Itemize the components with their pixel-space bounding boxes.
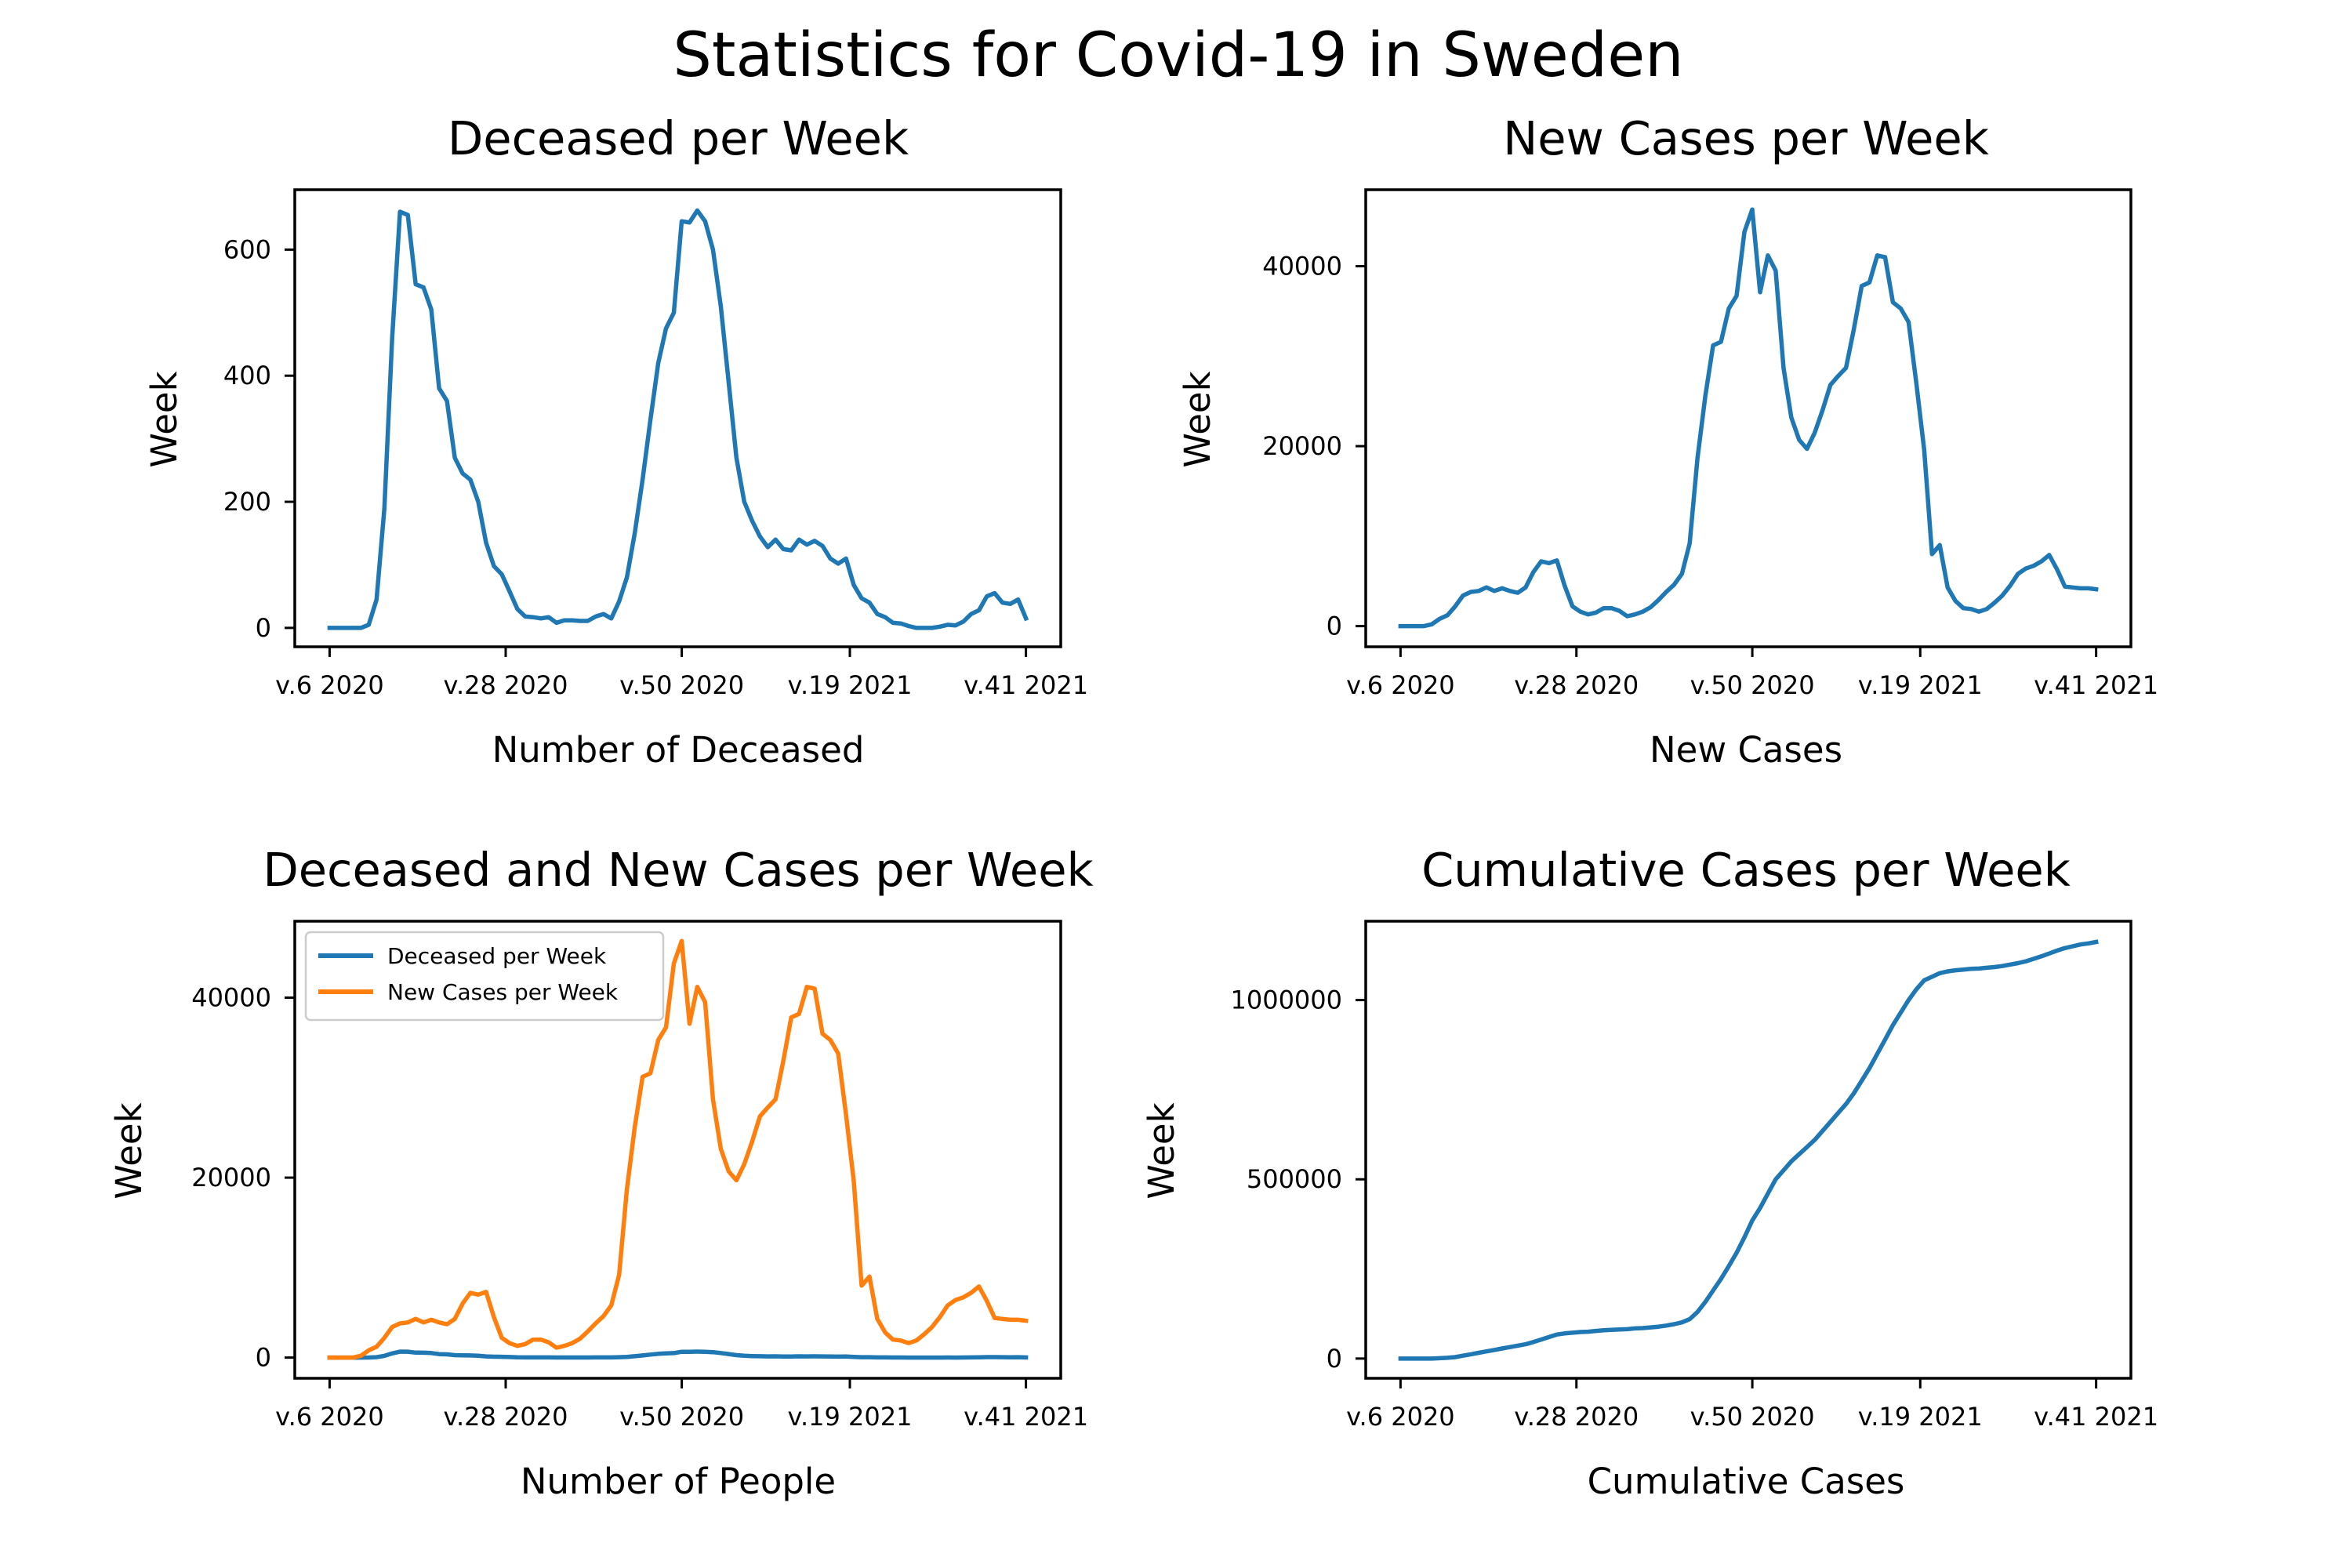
- y-tick-label: 0: [256, 613, 271, 643]
- chart-title: Deceased per Week: [448, 111, 909, 165]
- y-tick-label: 40000: [191, 983, 271, 1013]
- x-tick-label: v.6 2020: [275, 670, 384, 700]
- plot-area-frame: [293, 188, 1062, 648]
- x-tick-label: v.6 2020: [275, 1402, 384, 1432]
- legend-entry: Deceased per Week: [387, 943, 607, 969]
- y-tick-label: 200: [223, 487, 271, 517]
- y-tick-label: 0: [256, 1343, 271, 1373]
- chart-title: Deceased and New Cases per Week: [263, 843, 1093, 897]
- y-tick-label: 40000: [1262, 252, 1342, 281]
- x-tick-label: v.6 2020: [1346, 670, 1455, 700]
- x-tick-label: v.19 2021: [788, 1402, 913, 1432]
- y-tick-label: 0: [1327, 612, 1342, 641]
- series-line-deceased-per-week: [327, 1349, 1029, 1360]
- legend: Deceased per Week New Cases per Week: [304, 931, 665, 1022]
- plot-area-frame: [1364, 188, 2132, 648]
- y-tick-label: 0: [1327, 1344, 1342, 1374]
- x-tick-label: v.28 2020: [1514, 670, 1639, 700]
- x-axis-label: Number of People: [521, 1461, 836, 1502]
- y-axis-label: Week: [1177, 371, 1218, 467]
- series-line-0: [1398, 939, 2099, 1361]
- figure-title: Statistics for Covid-19 in Sweden: [673, 20, 1683, 91]
- series-line-0: [1398, 207, 2099, 629]
- chart-title: Cumulative Cases per Week: [1421, 843, 2071, 897]
- x-tick-label: v.41 2021: [964, 670, 1088, 700]
- x-tick-label: v.50 2020: [619, 670, 744, 700]
- y-tick-label: 20000: [191, 1163, 271, 1192]
- series-line-0: [327, 208, 1029, 630]
- x-tick-label: v.41 2021: [2034, 1402, 2158, 1432]
- x-tick-label: v.41 2021: [2034, 670, 2158, 700]
- x-tick-label: v.19 2021: [1858, 670, 1983, 700]
- x-tick-label: v.41 2021: [964, 1402, 1088, 1432]
- x-tick-label: v.50 2020: [619, 1402, 744, 1432]
- chart-deceased: Deceased per Week Number of Deceased Wee…: [143, 111, 1088, 771]
- x-axis-label: Number of Deceased: [492, 729, 865, 771]
- y-axis-label: Week: [1141, 1102, 1182, 1199]
- y-tick-label: 500000: [1247, 1164, 1342, 1194]
- x-axis-label: New Cases: [1650, 729, 1842, 771]
- x-tick-label: v.19 2021: [1858, 1402, 1983, 1432]
- chart-title: New Cases per Week: [1503, 111, 1989, 165]
- x-tick-label: v.28 2020: [1514, 1402, 1639, 1432]
- y-axis-label: Week: [143, 371, 185, 467]
- y-tick-label: 600: [223, 234, 271, 264]
- x-tick-label: v.6 2020: [1346, 1402, 1455, 1432]
- y-axis-label: Week: [108, 1102, 150, 1199]
- x-tick-label: v.50 2020: [1690, 670, 1815, 700]
- y-tick-label: 1000000: [1230, 985, 1342, 1015]
- chart-cumulative-cases: Cumulative Cases per Week Cumulative Cas…: [1141, 843, 2158, 1502]
- x-tick-label: v.50 2020: [1690, 1402, 1815, 1432]
- x-tick-label: v.28 2020: [444, 1402, 568, 1432]
- x-tick-label: v.28 2020: [444, 670, 568, 700]
- series-line-new-cases-per-week: [327, 938, 1029, 1360]
- plot-area-frame: [1364, 920, 2132, 1380]
- y-tick-label: 20000: [1262, 431, 1342, 461]
- legend-entry: New Cases per Week: [387, 979, 619, 1005]
- x-axis-label: Cumulative Cases: [1588, 1461, 1905, 1502]
- chart-new-cases: New Cases per Week New Cases Week v.6 20…: [1177, 111, 2158, 771]
- chart-deceased-and-new-cases: Deceased and New Cases per Week Number o…: [108, 843, 1094, 1502]
- plot-area-frame: [293, 920, 1062, 1380]
- y-tick-label: 400: [223, 361, 271, 390]
- legend-box: [304, 931, 665, 1022]
- x-tick-label: v.19 2021: [788, 670, 913, 700]
